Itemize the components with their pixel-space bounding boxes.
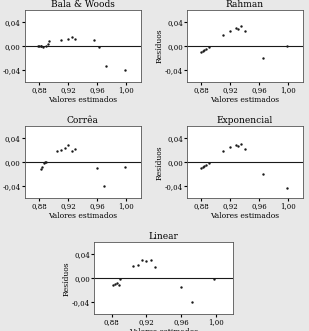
Title: Linear: Linear bbox=[149, 232, 179, 241]
Point bbox=[58, 37, 63, 43]
Point bbox=[284, 185, 289, 190]
Point bbox=[43, 160, 48, 165]
Point bbox=[199, 50, 204, 55]
Point bbox=[95, 166, 99, 171]
Point bbox=[212, 277, 217, 282]
Point bbox=[234, 25, 239, 31]
Title: Rahman: Rahman bbox=[226, 0, 264, 9]
Point bbox=[199, 166, 204, 171]
Point bbox=[111, 283, 116, 288]
Point bbox=[239, 141, 244, 147]
Point bbox=[203, 46, 208, 51]
Point bbox=[44, 44, 49, 49]
Point bbox=[148, 258, 153, 263]
Point bbox=[40, 165, 44, 170]
X-axis label: Valores estimados: Valores estimados bbox=[210, 212, 279, 220]
Point bbox=[38, 167, 43, 172]
Point bbox=[69, 149, 74, 154]
Point bbox=[228, 144, 233, 150]
Point bbox=[37, 44, 42, 49]
Point bbox=[221, 33, 226, 38]
Point bbox=[40, 44, 45, 49]
Point bbox=[153, 265, 158, 270]
Point bbox=[114, 280, 119, 286]
Point bbox=[122, 68, 127, 73]
Y-axis label: Resíduos: Resíduos bbox=[62, 261, 70, 296]
Point bbox=[113, 282, 118, 287]
Point bbox=[239, 24, 244, 29]
Title: Exponencial: Exponencial bbox=[217, 116, 273, 125]
Point bbox=[58, 147, 63, 153]
Point bbox=[116, 283, 121, 288]
Point bbox=[242, 28, 247, 34]
Point bbox=[202, 163, 207, 168]
Point bbox=[47, 39, 52, 44]
Point bbox=[69, 34, 74, 40]
Point bbox=[201, 165, 205, 170]
X-axis label: Valores estimados: Valores estimados bbox=[48, 212, 117, 220]
Y-axis label: Resíduos: Resíduos bbox=[155, 29, 163, 64]
X-axis label: Valores estimados: Valores estimados bbox=[210, 96, 279, 104]
Point bbox=[103, 63, 108, 68]
Y-axis label: Resíduos: Resíduos bbox=[0, 145, 1, 179]
Point bbox=[73, 36, 78, 42]
Point bbox=[135, 262, 140, 267]
Point bbox=[91, 37, 96, 43]
Point bbox=[140, 258, 145, 263]
Point bbox=[39, 44, 44, 49]
Point bbox=[144, 259, 149, 264]
Point bbox=[242, 146, 247, 152]
Title: Corrêa: Corrêa bbox=[67, 116, 99, 125]
Point bbox=[122, 165, 127, 170]
Point bbox=[284, 44, 289, 49]
Point bbox=[260, 56, 265, 61]
Point bbox=[35, 44, 40, 49]
Point bbox=[66, 36, 71, 42]
Point bbox=[206, 161, 211, 166]
Point bbox=[234, 143, 239, 148]
Point bbox=[55, 149, 60, 154]
Point bbox=[96, 45, 101, 50]
Point bbox=[228, 28, 233, 34]
Point bbox=[206, 45, 211, 50]
Point bbox=[102, 184, 107, 189]
Y-axis label: Resíduos: Resíduos bbox=[155, 145, 163, 179]
Point bbox=[118, 277, 123, 282]
Title: Bala & Woods: Bala & Woods bbox=[51, 0, 115, 9]
X-axis label: Valores estimados: Valores estimados bbox=[48, 96, 117, 104]
Y-axis label: Resíduos: Resíduos bbox=[0, 29, 1, 64]
Point bbox=[44, 160, 49, 165]
Point bbox=[235, 143, 240, 149]
Point bbox=[73, 146, 78, 152]
Point bbox=[203, 162, 208, 167]
Point bbox=[202, 47, 207, 52]
Point bbox=[221, 149, 226, 154]
Point bbox=[201, 48, 205, 54]
Point bbox=[62, 145, 67, 150]
X-axis label: Valores estimados: Valores estimados bbox=[129, 328, 198, 331]
Point bbox=[66, 143, 71, 148]
Point bbox=[189, 300, 194, 305]
Point bbox=[179, 285, 184, 290]
Point bbox=[38, 43, 43, 48]
Point bbox=[235, 26, 240, 32]
Point bbox=[131, 263, 136, 269]
Point bbox=[45, 42, 50, 47]
Point bbox=[41, 161, 46, 166]
Point bbox=[260, 172, 265, 177]
